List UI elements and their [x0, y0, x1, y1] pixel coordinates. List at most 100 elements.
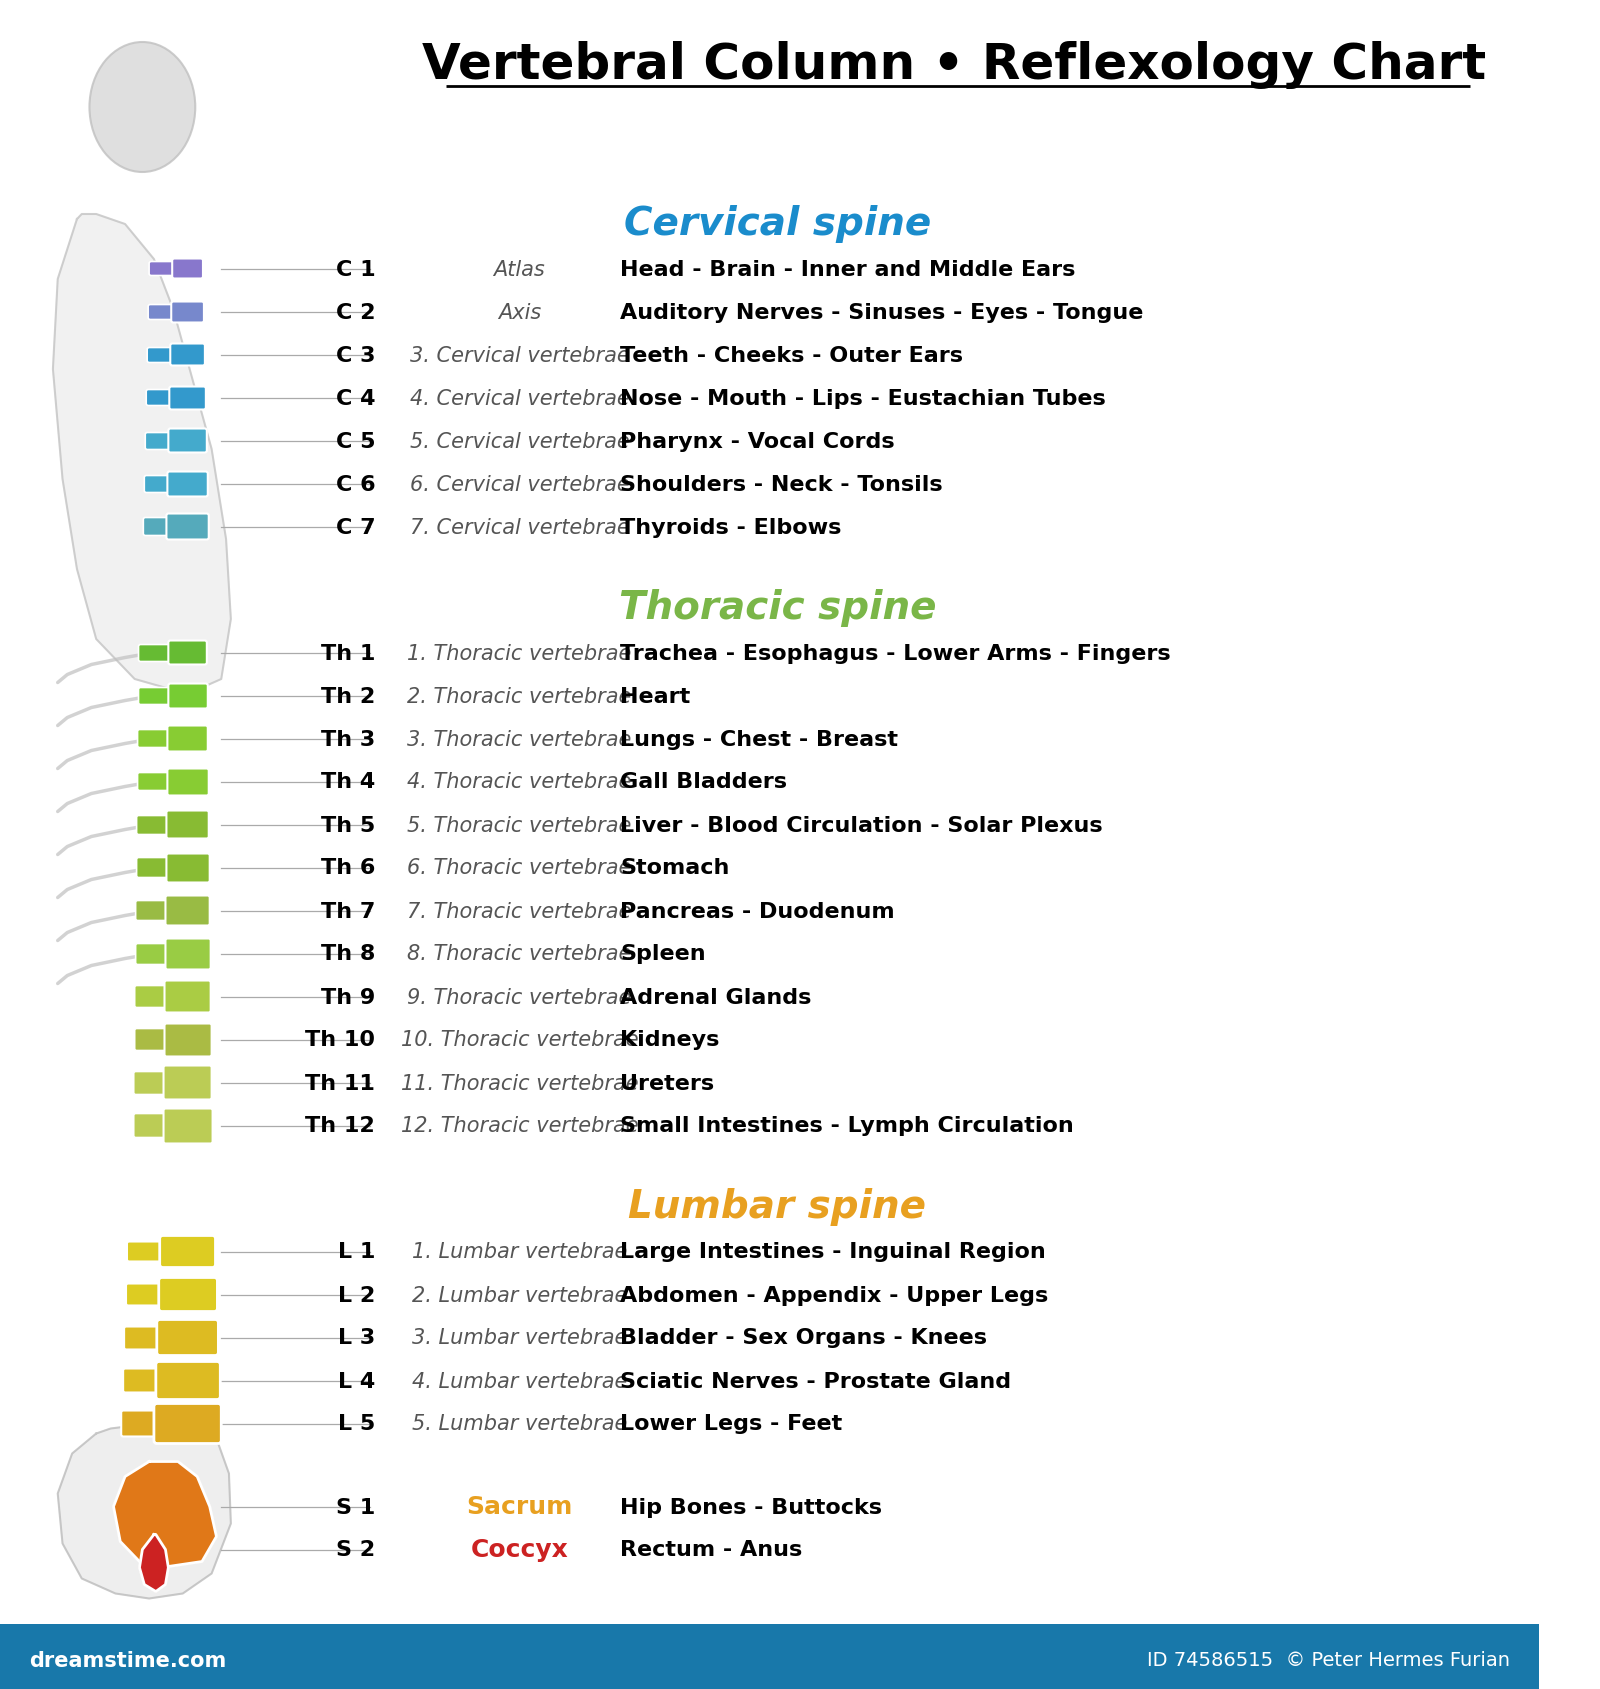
Text: L 2: L 2	[338, 1285, 374, 1304]
Text: S 2: S 2	[336, 1540, 374, 1559]
Text: Th 10: Th 10	[306, 1030, 374, 1051]
FancyBboxPatch shape	[122, 1410, 163, 1437]
Text: Shoulders - Neck - Tonsils: Shoulders - Neck - Tonsils	[621, 475, 942, 495]
Text: C 5: C 5	[336, 431, 374, 451]
Text: Ureters: Ureters	[621, 1073, 715, 1093]
Text: 5. Cervical vertebrae: 5. Cervical vertebrae	[410, 431, 629, 451]
Text: 7. Cervical vertebrae: 7. Cervical vertebrae	[410, 517, 629, 537]
Text: Lumbar spine: Lumbar spine	[629, 1187, 926, 1225]
Text: Th 12: Th 12	[306, 1116, 374, 1135]
FancyBboxPatch shape	[139, 687, 176, 704]
Text: 2. Thoracic vertebrae: 2. Thoracic vertebrae	[408, 686, 632, 706]
FancyBboxPatch shape	[166, 855, 210, 883]
Polygon shape	[114, 1461, 216, 1567]
FancyBboxPatch shape	[123, 1368, 165, 1393]
FancyBboxPatch shape	[138, 774, 174, 790]
Polygon shape	[53, 215, 230, 694]
FancyBboxPatch shape	[170, 345, 205, 367]
FancyBboxPatch shape	[126, 1241, 170, 1262]
FancyBboxPatch shape	[149, 306, 179, 321]
FancyBboxPatch shape	[146, 390, 178, 407]
Text: ID 74586515  © Peter Hermes Furian: ID 74586515 © Peter Hermes Furian	[1147, 1650, 1510, 1669]
Text: C 7: C 7	[336, 517, 374, 537]
Text: 6. Cervical vertebrae: 6. Cervical vertebrae	[410, 475, 629, 495]
Text: Spleen: Spleen	[621, 944, 706, 964]
Text: Th 7: Th 7	[320, 900, 374, 921]
Polygon shape	[58, 1424, 230, 1598]
Text: Axis: Axis	[498, 302, 541, 323]
Text: Thoracic spine: Thoracic spine	[619, 589, 936, 627]
FancyBboxPatch shape	[134, 1073, 171, 1094]
FancyBboxPatch shape	[168, 726, 208, 752]
FancyBboxPatch shape	[170, 387, 206, 410]
Text: 3. Lumbar vertebrae: 3. Lumbar vertebrae	[411, 1328, 627, 1348]
FancyBboxPatch shape	[168, 768, 208, 796]
Text: C 2: C 2	[336, 302, 374, 323]
FancyBboxPatch shape	[168, 642, 206, 665]
FancyBboxPatch shape	[136, 900, 173, 921]
Text: 12. Thoracic vertebrae: 12. Thoracic vertebrae	[400, 1116, 638, 1135]
Text: Auditory Nerves - Sinuses - Eyes - Tongue: Auditory Nerves - Sinuses - Eyes - Tongu…	[621, 302, 1144, 323]
Text: Th 6: Th 6	[320, 858, 374, 878]
Text: 8. Thoracic vertebrae: 8. Thoracic vertebrae	[408, 944, 632, 964]
Text: Stomach: Stomach	[621, 858, 730, 878]
Text: 3. Thoracic vertebrae: 3. Thoracic vertebrae	[408, 730, 632, 748]
Text: C 4: C 4	[336, 388, 374, 409]
Text: Kidneys: Kidneys	[621, 1030, 720, 1051]
FancyBboxPatch shape	[134, 1029, 173, 1051]
FancyBboxPatch shape	[125, 1328, 166, 1350]
FancyBboxPatch shape	[165, 981, 211, 1013]
Text: Atlas: Atlas	[493, 260, 546, 279]
Text: Pancreas - Duodenum: Pancreas - Duodenum	[621, 900, 894, 921]
Text: C 1: C 1	[336, 260, 374, 279]
FancyBboxPatch shape	[168, 684, 208, 709]
Text: Lower Legs - Feet: Lower Legs - Feet	[621, 1414, 843, 1434]
Polygon shape	[139, 1535, 168, 1591]
FancyBboxPatch shape	[173, 260, 203, 279]
Text: Adrenal Glands: Adrenal Glands	[621, 986, 811, 1007]
Text: Nose - Mouth - Lips - Eustachian Tubes: Nose - Mouth - Lips - Eustachian Tubes	[621, 388, 1106, 409]
Text: Th 1: Th 1	[320, 644, 374, 664]
Text: Coccyx: Coccyx	[470, 1537, 568, 1562]
Text: Th 2: Th 2	[322, 686, 374, 706]
FancyBboxPatch shape	[146, 434, 176, 451]
FancyBboxPatch shape	[165, 939, 211, 969]
Text: C 6: C 6	[336, 475, 374, 495]
Ellipse shape	[90, 42, 195, 172]
Text: Thyroids - Elbows: Thyroids - Elbows	[621, 517, 842, 537]
Text: 10. Thoracic vertebrae: 10. Thoracic vertebrae	[400, 1030, 638, 1051]
FancyBboxPatch shape	[136, 816, 174, 834]
Text: 9. Thoracic vertebrae: 9. Thoracic vertebrae	[408, 986, 632, 1007]
Text: Teeth - Cheeks - Outer Ears: Teeth - Cheeks - Outer Ears	[621, 345, 963, 365]
Text: 7. Thoracic vertebrae: 7. Thoracic vertebrae	[408, 900, 632, 921]
Text: Small Intestines - Lymph Circulation: Small Intestines - Lymph Circulation	[621, 1116, 1074, 1135]
Text: Lungs - Chest - Breast: Lungs - Chest - Breast	[621, 730, 899, 748]
FancyBboxPatch shape	[144, 476, 174, 493]
Text: dreamstime.com: dreamstime.com	[29, 1650, 226, 1670]
FancyBboxPatch shape	[134, 1113, 171, 1138]
Text: 6. Thoracic vertebrae: 6. Thoracic vertebrae	[408, 858, 632, 878]
Text: L 5: L 5	[338, 1414, 374, 1434]
Text: Th 4: Th 4	[322, 772, 374, 792]
FancyBboxPatch shape	[136, 858, 174, 878]
Text: Th 9: Th 9	[322, 986, 374, 1007]
FancyBboxPatch shape	[126, 1284, 168, 1306]
Text: 5. Lumbar vertebrae: 5. Lumbar vertebrae	[411, 1414, 627, 1434]
Text: L 4: L 4	[338, 1371, 374, 1390]
FancyBboxPatch shape	[139, 645, 176, 662]
FancyBboxPatch shape	[144, 519, 174, 535]
Text: Th 3: Th 3	[322, 730, 374, 748]
FancyBboxPatch shape	[154, 1404, 221, 1444]
FancyBboxPatch shape	[166, 811, 208, 839]
FancyBboxPatch shape	[158, 1279, 218, 1312]
Text: Th 8: Th 8	[320, 944, 374, 964]
FancyBboxPatch shape	[157, 1319, 218, 1356]
FancyBboxPatch shape	[136, 944, 173, 964]
Text: Heart: Heart	[621, 686, 691, 706]
FancyBboxPatch shape	[165, 1024, 211, 1057]
FancyBboxPatch shape	[171, 302, 203, 323]
FancyBboxPatch shape	[155, 1361, 221, 1400]
Text: Vertebral Column • Reflexology Chart: Vertebral Column • Reflexology Chart	[422, 41, 1486, 90]
Text: Bladder - Sex Organs - Knees: Bladder - Sex Organs - Knees	[621, 1328, 987, 1348]
FancyBboxPatch shape	[168, 473, 208, 497]
